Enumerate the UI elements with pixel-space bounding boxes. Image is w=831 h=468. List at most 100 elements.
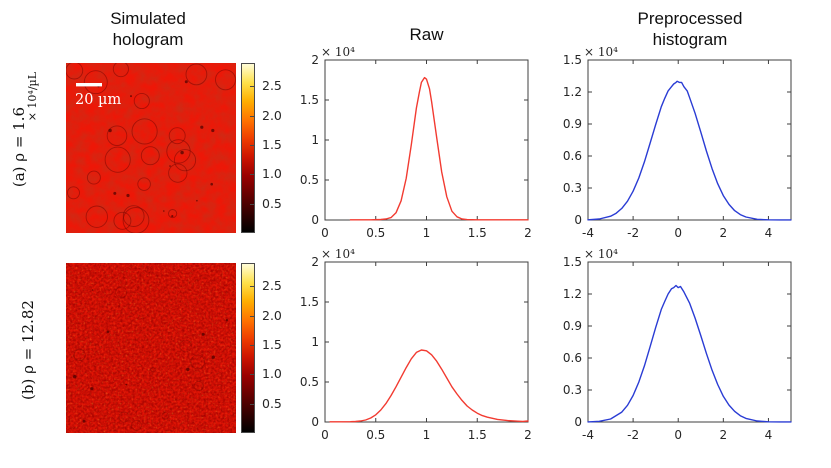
colorbar-tick xyxy=(250,403,254,405)
hologram-speckle-dot xyxy=(201,332,205,336)
y-tick-label: 1 xyxy=(311,335,319,349)
hologram-ring xyxy=(173,149,197,172)
hologram-ring xyxy=(85,205,108,228)
colorbar-tick-label: 2.5 xyxy=(262,78,282,94)
axes-box xyxy=(324,59,529,221)
row-label-a: (a) ρ = 1.6 × 10⁴/µL xyxy=(10,52,48,242)
x-tick-label: 0 xyxy=(321,428,329,442)
y-axis-multiplier-label: × 10⁴ xyxy=(321,247,355,261)
column-title-simulated-hologram: Simulated hologram xyxy=(110,9,186,49)
raw-histogram-chart-b: × 10⁴ 0 0.5 1 1.5 2 0 0.5 1 1.5 2 xyxy=(290,247,538,447)
axes-box xyxy=(324,261,529,423)
hologram-ring xyxy=(185,63,208,86)
x-tick-label: 0.5 xyxy=(366,428,385,442)
scale-bar-label: 20 µm xyxy=(75,92,121,108)
hologram-speckle-dot xyxy=(91,289,94,291)
axes-box xyxy=(587,59,792,221)
y-tick-label: 0.9 xyxy=(563,117,582,131)
hologram-speckle-dot xyxy=(169,165,171,167)
y-tick-label: 0.5 xyxy=(300,375,319,389)
y-tick-label: 1 xyxy=(311,133,319,147)
y-tick-label: 1.5 xyxy=(563,53,582,67)
preprocessed-histogram-curve xyxy=(587,80,792,221)
y-tick-label: 1.2 xyxy=(563,287,582,301)
hologram-speckle-dot xyxy=(171,215,174,218)
x-tick-label: 0.5 xyxy=(366,226,385,240)
hologram-speckle-dot xyxy=(211,128,215,133)
x-tick-label: 2 xyxy=(720,226,728,240)
hologram-speckle-dot xyxy=(180,150,184,155)
scale-bar xyxy=(76,83,102,87)
hologram-ring xyxy=(161,411,170,420)
colorbar-tick-label: 0.5 xyxy=(262,195,282,211)
raw-intensity-histogram-curve xyxy=(349,76,529,221)
y-tick-label: 0.5 xyxy=(300,173,319,187)
hologram-speckle-dot xyxy=(196,199,198,202)
hologram-speckle-dot xyxy=(130,95,132,98)
y-tick-label: 2 xyxy=(311,53,319,67)
y-tick-label: 0 xyxy=(311,415,319,429)
hologram-ring xyxy=(166,139,191,164)
hologram-speckle-dot xyxy=(82,419,86,423)
hologram-speckle-dot xyxy=(90,387,94,391)
y-tick-label: 2 xyxy=(311,255,319,269)
colorbar-tick xyxy=(250,203,254,205)
x-tick-label: 2 xyxy=(720,428,728,442)
colorbar-tick xyxy=(250,315,254,317)
colorbar-tick xyxy=(250,345,254,347)
y-tick-label: 0 xyxy=(311,213,319,227)
hologram-speckle-dot xyxy=(73,375,77,379)
colorbar-tick xyxy=(250,145,254,147)
colorbar-tick-label: 1.5 xyxy=(262,337,282,353)
y-tick-label: 1.5 xyxy=(563,255,582,269)
colorbar-b: 0.5 1.0 1.5 2.0 2.5 xyxy=(241,263,301,433)
hologram-speckle-dot xyxy=(225,319,229,322)
x-tick-label: -4 xyxy=(582,226,594,240)
hologram-ring xyxy=(67,186,80,200)
x-tick-label: -4 xyxy=(582,428,594,442)
y-tick-label: 0.6 xyxy=(563,149,582,163)
hologram-ring xyxy=(122,205,145,227)
x-tick-label: 4 xyxy=(765,226,773,240)
hologram-ring xyxy=(131,420,142,431)
simulated-hologram-image-a: 20 µm xyxy=(65,61,236,234)
hologram-ring xyxy=(137,177,151,191)
x-tick-label: 2 xyxy=(524,226,532,240)
colorbar-tick xyxy=(250,374,254,376)
x-tick-label: -2 xyxy=(627,226,639,240)
column-title-raw: Raw xyxy=(409,25,444,44)
preprocessed-histogram-chart-a: × 10⁴ -4 -2 0 2 4 0 0.3 0.6 0.9 1.2 1.5 xyxy=(553,45,801,245)
hologram-speckle-dot xyxy=(186,367,190,372)
y-tick-label: 0.3 xyxy=(563,383,582,397)
colorbar-tick-label: 2.5 xyxy=(262,278,282,294)
raw-histogram-a-svg: 0 0.5 1 1.5 2 0 0.5 1 1.5 2 xyxy=(300,53,532,240)
hologram-b-canvas xyxy=(66,263,236,433)
simulated-hologram-image-b xyxy=(66,263,236,433)
hologram-speckle-dot xyxy=(113,191,117,195)
hologram-ring xyxy=(190,354,206,370)
x-tick-label: 1 xyxy=(423,428,431,442)
y-axis-multiplier-label: × 10⁴ xyxy=(584,45,618,59)
x-tick-label: 1.5 xyxy=(468,428,487,442)
colorbar-tick xyxy=(250,286,254,288)
hologram-ring xyxy=(73,348,86,362)
hologram-ring xyxy=(133,92,150,110)
row-label-b: (b) ρ = 12.82 xyxy=(19,255,39,445)
x-tick-label: -2 xyxy=(627,428,639,442)
colorbar-b-gradient xyxy=(241,263,255,433)
colorbar-tick xyxy=(250,174,254,176)
colorbar-tick-label: 1.5 xyxy=(262,137,282,153)
hologram-speckle-dot xyxy=(210,182,213,186)
x-tick-label: 4 xyxy=(765,428,773,442)
hologram-ring xyxy=(179,339,192,353)
preprocessed-histogram-a-svg: -4 -2 0 2 4 0 0.3 0.6 0.9 1.2 1.5 xyxy=(563,53,792,240)
hologram-ring xyxy=(65,61,84,80)
preprocessed-histogram-b-svg: -4 -2 0 2 4 0 0.3 0.6 0.9 1.2 1.5 xyxy=(563,255,792,442)
x-tick-label: 2 xyxy=(524,428,532,442)
hologram-speckle-dot xyxy=(126,193,130,198)
hologram-speckle-dot xyxy=(211,355,215,359)
x-tick-label: 0 xyxy=(674,428,682,442)
hologram-ring xyxy=(113,211,132,230)
colorbar-a-gradient xyxy=(241,63,255,233)
